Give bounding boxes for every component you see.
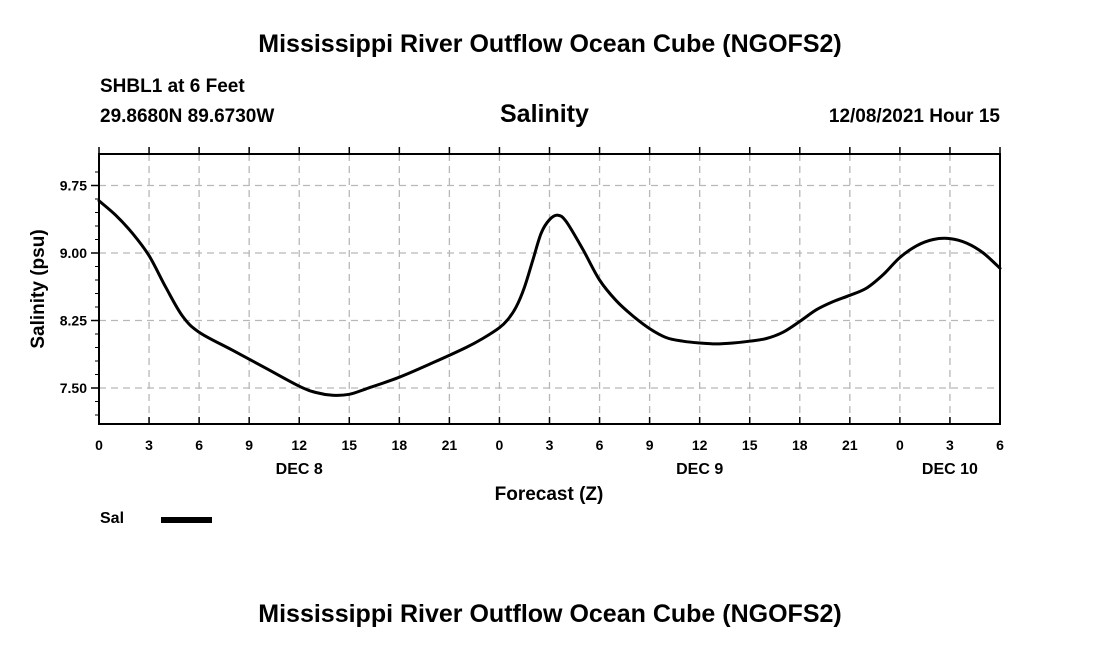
x-tick-label: 12 (291, 437, 307, 453)
x-day-label: DEC 8 (276, 461, 323, 478)
x-axis-label: Forecast (Z) (495, 484, 604, 505)
x-tick-label: 18 (792, 437, 808, 453)
y-axis-label: Salinity (psu) (28, 229, 49, 348)
x-tick-label: 15 (742, 437, 758, 453)
x-tick-label: 3 (946, 437, 954, 453)
x-tick-label: 12 (692, 437, 708, 453)
main-title: Mississippi River Outflow Ocean Cube (NG… (258, 30, 842, 58)
x-tick-label: 9 (646, 437, 654, 453)
x-tick-label: 0 (95, 437, 103, 453)
bottom-title: Mississippi River Outflow Ocean Cube (NG… (258, 600, 842, 628)
x-tick-label: 0 (496, 437, 504, 453)
x-tick-label: 18 (392, 437, 408, 453)
x-tick-label: 6 (195, 437, 203, 453)
x-tick-label: 6 (596, 437, 604, 453)
x-tick-label: 9 (245, 437, 253, 453)
x-tick-label: 3 (546, 437, 554, 453)
x-tick-label: 0 (896, 437, 904, 453)
y-tick-label: 9.00 (60, 245, 87, 261)
station-label: SHBL1 at 6 Feet (100, 76, 245, 97)
x-tick-label: 6 (996, 437, 1004, 453)
y-tick-label: 8.25 (60, 313, 87, 329)
chart-title: Salinity (500, 100, 589, 128)
x-tick-label: 21 (442, 437, 458, 453)
forecast-datetime: 12/08/2021 Hour 15 (828, 106, 1000, 127)
salinity-series-line (97, 199, 1002, 397)
plot-frame (98, 153, 1001, 425)
y-tick-label: 7.50 (60, 380, 87, 396)
legend-line-swatch (161, 517, 212, 523)
station-coordinates: 29.8680N 89.6730W (100, 106, 275, 127)
y-tick-label: 9.75 (60, 178, 87, 194)
x-day-label: DEC 10 (922, 461, 978, 478)
x-tick-label: 3 (145, 437, 153, 453)
x-tick-label: 15 (341, 437, 357, 453)
legend-label: Sal (100, 510, 125, 527)
x-tick-label: 21 (842, 437, 858, 453)
x-day-label: DEC 9 (676, 461, 723, 478)
